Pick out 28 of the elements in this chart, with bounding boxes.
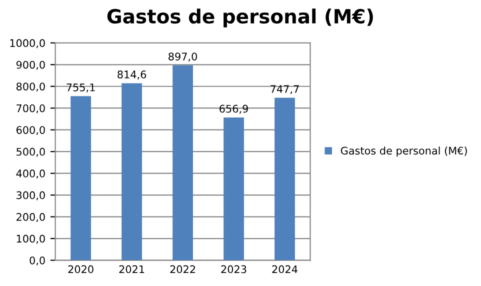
- x-tick-label: 2022: [170, 265, 195, 274]
- x-tick-label: 2021: [119, 265, 144, 274]
- bar: [274, 98, 295, 260]
- x-tick-label: 2023: [221, 265, 246, 274]
- data-label: 755,1: [66, 84, 95, 92]
- y-tick-label: 300,0: [16, 191, 45, 200]
- y-tick-label: 900,0: [16, 60, 45, 70]
- x-tick-label: 2024: [272, 265, 298, 274]
- chart-title: Gastos de personal (M€): [107, 8, 373, 28]
- data-label: 747,7: [270, 85, 299, 94]
- y-tick-label: 0,0: [30, 256, 45, 266]
- data-label: 656,9: [220, 104, 248, 114]
- bar: [172, 65, 193, 260]
- y-tick-label: 100,0: [16, 234, 45, 244]
- y-tick-label: 700,0: [16, 104, 45, 114]
- bar: [70, 96, 92, 260]
- legend-label: Gastos de personal (M€): [340, 146, 467, 157]
- x-tick-label: 2020: [68, 265, 94, 274]
- y-tick-label: 500,0: [16, 148, 45, 157]
- y-tick-label: 400,0: [16, 170, 45, 178]
- data-label: 897,0: [168, 52, 197, 62]
- bar: [122, 83, 142, 260]
- y-tick-label: 600,0: [16, 126, 45, 136]
- y-tick-label: 200,0: [16, 213, 45, 222]
- y-tick-label: 800,0: [16, 82, 45, 92]
- data-label: 814,6: [118, 70, 146, 80]
- bar: [224, 117, 244, 260]
- y-tick-label: 1000,0: [10, 39, 45, 48]
